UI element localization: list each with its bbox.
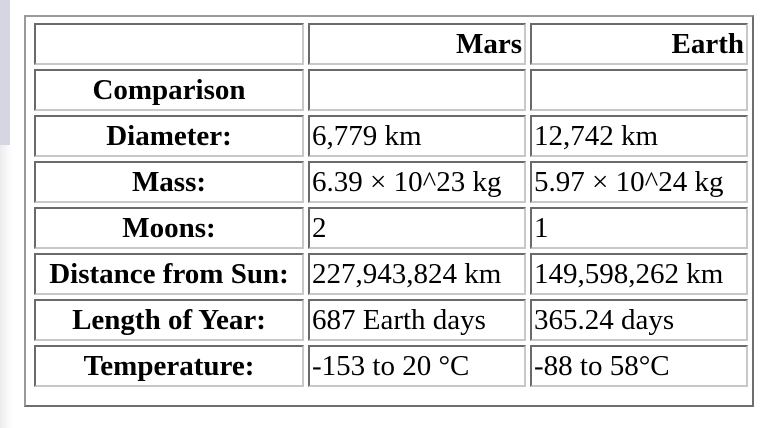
earth-value: 149,598,262 km: [530, 253, 748, 295]
earth-value: 365.24 days: [530, 299, 748, 341]
earth-value: [530, 69, 748, 111]
earth-value: 5.97 × 10^24 kg: [530, 161, 748, 203]
row-label: Length of Year:: [34, 299, 304, 341]
mars-value: [308, 69, 526, 111]
header-mars: Mars: [308, 23, 526, 65]
earth-value: 12,742 km: [530, 115, 748, 157]
table-row: Mass: 6.39 × 10^23 kg 5.97 × 10^24 kg: [34, 161, 748, 203]
row-label: Mass:: [34, 161, 304, 203]
table-row: Comparison: [34, 69, 748, 111]
mars-value: 6,779 km: [308, 115, 526, 157]
mars-value: 687 Earth days: [308, 299, 526, 341]
row-label: Distance from Sun:: [34, 253, 304, 295]
comparison-table-frame: Mars Earth Comparison Diameter: 6,779 km…: [24, 15, 754, 407]
earth-value: 1: [530, 207, 748, 249]
table-row: Temperature: -153 to 20 °C -88 to 58°C: [34, 345, 748, 387]
table-row: Moons: 2 1: [34, 207, 748, 249]
earth-value: -88 to 58°C: [530, 345, 748, 387]
mars-value: 6.39 × 10^23 kg: [308, 161, 526, 203]
mars-value: 227,943,824 km: [308, 253, 526, 295]
window-edge: [0, 0, 10, 145]
table-row: Distance from Sun: 227,943,824 km 149,59…: [34, 253, 748, 295]
window-edge-shadow: [0, 145, 12, 428]
row-label: Moons:: [34, 207, 304, 249]
header-earth: Earth: [530, 23, 748, 65]
row-label: Comparison: [34, 69, 304, 111]
mars-earth-comparison-table: Mars Earth Comparison Diameter: 6,779 km…: [30, 19, 752, 391]
table-row: Length of Year: 687 Earth days 365.24 da…: [34, 299, 748, 341]
mars-value: 2: [308, 207, 526, 249]
table-header-row: Mars Earth: [34, 23, 748, 65]
header-empty-cell: [34, 23, 304, 65]
mars-value: -153 to 20 °C: [308, 345, 526, 387]
row-label: Diameter:: [34, 115, 304, 157]
table-row: Diameter: 6,779 km 12,742 km: [34, 115, 748, 157]
row-label: Temperature:: [34, 345, 304, 387]
